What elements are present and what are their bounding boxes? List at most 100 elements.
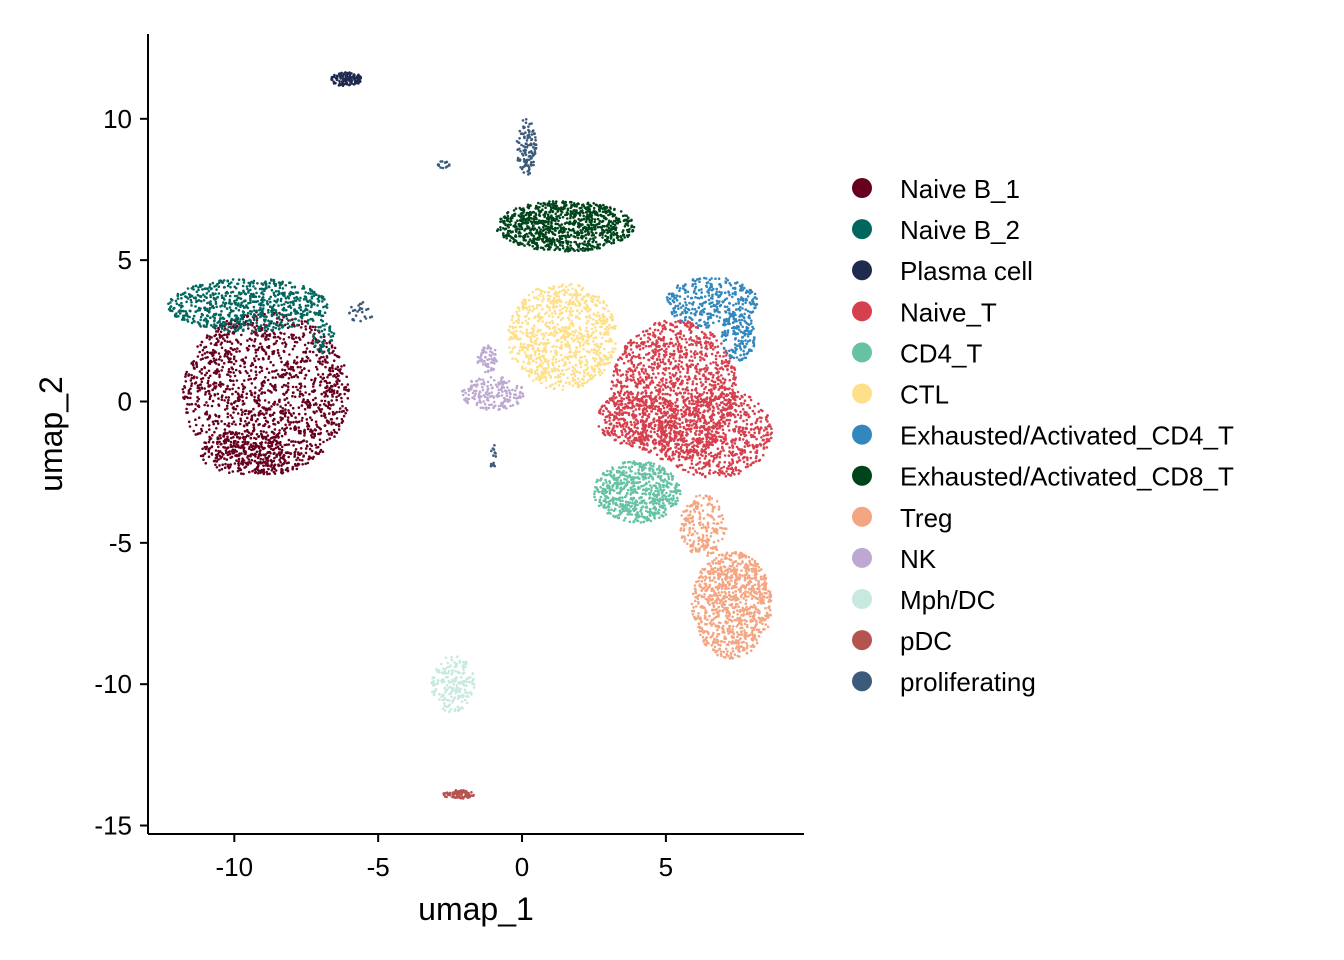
data-point [276, 403, 279, 406]
data-point [231, 367, 234, 371]
data-point [318, 384, 322, 387]
data-point [260, 387, 263, 390]
data-point [319, 362, 322, 365]
data-point [613, 414, 616, 418]
data-point [652, 331, 655, 335]
data-point [193, 320, 196, 323]
data-point [301, 416, 304, 420]
data-point [229, 456, 232, 460]
data-point [738, 437, 742, 440]
data-point [278, 453, 282, 457]
data-point [269, 465, 273, 468]
data-point [259, 324, 263, 327]
data-point [296, 365, 300, 369]
data-point [335, 74, 339, 78]
data-point [676, 365, 680, 369]
data-point [742, 402, 746, 405]
data-point [287, 367, 291, 371]
data-point [644, 368, 647, 371]
data-point [685, 439, 688, 443]
data-point [335, 372, 339, 376]
data-point [239, 297, 243, 301]
data-point [702, 374, 706, 378]
data-point [304, 373, 308, 377]
data-point [287, 336, 291, 339]
data-point [304, 462, 307, 466]
data-point [661, 398, 664, 401]
data-point [254, 370, 258, 374]
data-point [250, 458, 254, 462]
data-point [217, 363, 221, 366]
data-point [317, 373, 320, 376]
data-point [302, 332, 305, 335]
data-point [618, 408, 622, 412]
data-point [656, 429, 660, 433]
data-point [710, 430, 714, 433]
data-point [615, 411, 619, 415]
data-point [737, 456, 741, 459]
data-point [281, 342, 284, 345]
data-point [653, 348, 657, 351]
data-point [333, 435, 336, 438]
data-point [197, 288, 200, 292]
data-point [211, 441, 215, 444]
data-point [632, 410, 635, 413]
data-point [704, 340, 708, 343]
data-point [656, 432, 659, 436]
data-point [679, 425, 682, 429]
data-point [279, 299, 283, 303]
data-point [312, 294, 316, 298]
data-point [241, 457, 244, 461]
data-point [309, 301, 313, 305]
data-point [635, 382, 639, 386]
data-point [267, 371, 271, 375]
data-point [275, 339, 279, 343]
data-point [178, 312, 182, 315]
data-point [632, 378, 635, 382]
data-point [669, 337, 673, 341]
data-point [212, 371, 216, 375]
data-point [345, 409, 349, 412]
data-point [310, 289, 314, 293]
data-point [656, 383, 659, 387]
data-point [656, 341, 659, 344]
data-point [204, 393, 207, 396]
data-point [672, 385, 675, 389]
data-point [212, 357, 216, 360]
data-point [741, 408, 745, 411]
data-point [661, 444, 664, 448]
data-point [268, 408, 272, 411]
data-point [226, 279, 230, 283]
data-point [298, 441, 301, 445]
data-point [344, 411, 347, 415]
data-point [709, 388, 713, 391]
data-point [629, 420, 633, 424]
data-point [211, 399, 215, 403]
data-point [256, 348, 260, 351]
data-point [253, 471, 257, 475]
data-point [227, 322, 231, 326]
data-point [283, 413, 287, 416]
data-point [607, 414, 611, 417]
data-point [353, 76, 356, 79]
data-point [332, 403, 335, 406]
data-point [261, 300, 264, 304]
data-point [710, 384, 714, 387]
data-point [662, 438, 666, 441]
data-point [704, 454, 708, 458]
data-point [241, 440, 245, 444]
data-point [211, 292, 215, 295]
data-point [169, 297, 173, 301]
data-point [235, 379, 239, 382]
data-point [311, 398, 315, 402]
data-point [656, 329, 660, 332]
data-point [727, 472, 730, 476]
data-point [673, 421, 677, 424]
data-point [675, 397, 679, 401]
data-point [194, 408, 197, 411]
data-point [698, 372, 701, 375]
data-point [688, 402, 691, 405]
data-point [258, 295, 261, 298]
data-point [725, 403, 728, 407]
data-point [266, 472, 269, 476]
